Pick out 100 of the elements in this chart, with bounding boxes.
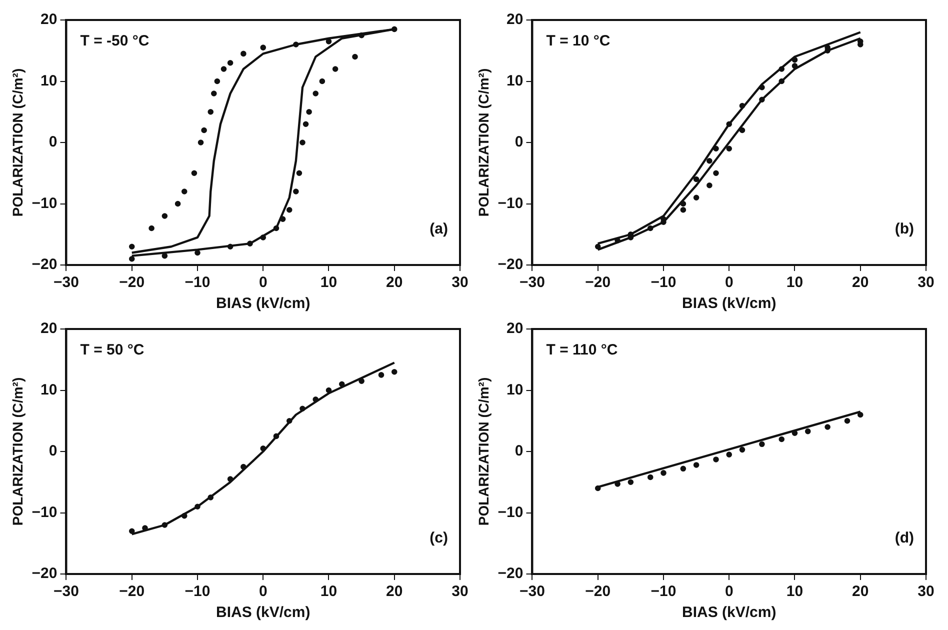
- y-tick-label: 0: [48, 442, 58, 460]
- point: [312, 90, 319, 96]
- point: [693, 194, 700, 201]
- x-axis-title: BIAS (kV/cm): [682, 295, 776, 312]
- point: [293, 42, 299, 48]
- y-axis-title: POLARIZATION (C/m²): [475, 68, 492, 217]
- y-tick-label: 10: [506, 72, 524, 90]
- point: [332, 66, 338, 72]
- point: [844, 418, 850, 424]
- x-tick-label: 20: [852, 583, 869, 600]
- x-tick-label: −30: [520, 274, 545, 292]
- y-tick-label: 0: [514, 134, 524, 151]
- x-tick-label: 20: [386, 274, 403, 292]
- point: [739, 127, 746, 134]
- point: [128, 244, 135, 250]
- point: [162, 213, 168, 219]
- x-tick-label: 30: [918, 583, 934, 600]
- y-tick-label: 10: [506, 381, 524, 398]
- x-tick-label: 10: [320, 274, 338, 292]
- point: [300, 406, 306, 412]
- y-tick-label: 20: [506, 320, 524, 338]
- point: [326, 38, 332, 44]
- point: [594, 485, 601, 492]
- x-tick-label: 10: [320, 583, 338, 600]
- point: [778, 436, 785, 442]
- point: [792, 63, 798, 69]
- y-axis-title: POLARIZATION (C/m²): [9, 68, 26, 217]
- point: [693, 462, 700, 468]
- point: [391, 368, 398, 375]
- point: [162, 522, 168, 528]
- point: [378, 372, 384, 378]
- x-tick-label: −20: [119, 274, 145, 292]
- point: [296, 170, 302, 176]
- x-axis-title: BIAS (kV/cm): [682, 604, 776, 622]
- point: [726, 121, 732, 128]
- point: [647, 225, 654, 232]
- x-axis-title: BIAS (kV/cm): [216, 604, 310, 622]
- annotation: (b): [894, 220, 914, 238]
- point: [128, 256, 135, 262]
- point: [778, 66, 785, 72]
- point: [759, 441, 765, 448]
- point: [706, 158, 712, 164]
- point: [148, 225, 154, 232]
- point: [680, 200, 686, 207]
- y-tick-label: 10: [40, 381, 58, 398]
- annotation: (a): [430, 220, 448, 238]
- point: [240, 464, 246, 470]
- x-tick-label: −10: [184, 583, 210, 600]
- x-tick-label: −10: [184, 274, 210, 292]
- point: [260, 234, 266, 240]
- annotation: T = 50 °C: [80, 342, 144, 359]
- point: [759, 84, 765, 90]
- point: [778, 78, 785, 84]
- point: [319, 78, 326, 84]
- point: [181, 188, 188, 194]
- y-tick-label: −20: [32, 256, 58, 274]
- x-tick-label: 0: [724, 583, 734, 600]
- y-tick-label: −10: [498, 194, 524, 212]
- point: [260, 44, 266, 50]
- x-tick-label: −20: [119, 583, 145, 600]
- x-tick-label: 10: [786, 274, 804, 292]
- annotation: (d): [894, 530, 914, 547]
- x-tick-label: 30: [452, 583, 468, 600]
- point: [293, 188, 299, 194]
- point: [227, 60, 234, 66]
- x-tick-label: 10: [786, 583, 804, 600]
- y-tick-label: −20: [32, 565, 58, 582]
- point: [824, 424, 830, 430]
- y-axis-title: POLARIZATION (C/m²): [9, 377, 26, 526]
- annotation: T = 110 °C: [546, 342, 618, 359]
- annotation: T = 10 °C: [546, 32, 610, 50]
- point: [286, 418, 292, 424]
- point: [194, 504, 200, 510]
- point: [273, 225, 280, 232]
- point: [312, 396, 319, 402]
- point: [211, 90, 217, 96]
- point: [191, 170, 198, 176]
- y-tick-label: −10: [498, 504, 524, 521]
- annotation: (c): [430, 530, 448, 547]
- point: [227, 476, 234, 482]
- x-tick-label: −10: [650, 583, 676, 600]
- point: [227, 244, 234, 250]
- point: [352, 54, 358, 60]
- y-tick-label: −10: [32, 194, 58, 212]
- point: [693, 176, 700, 182]
- point: [302, 121, 309, 128]
- x-tick-label: 30: [452, 274, 468, 292]
- point: [857, 412, 864, 418]
- point: [706, 182, 712, 188]
- point: [680, 206, 686, 213]
- point: [713, 170, 719, 176]
- x-tick-label: 0: [258, 583, 268, 600]
- point: [128, 528, 135, 534]
- point: [208, 494, 214, 500]
- point: [726, 452, 732, 458]
- point: [338, 381, 345, 388]
- point: [201, 127, 207, 134]
- x-tick-label: −20: [585, 583, 611, 600]
- point: [680, 466, 686, 472]
- point: [792, 56, 798, 63]
